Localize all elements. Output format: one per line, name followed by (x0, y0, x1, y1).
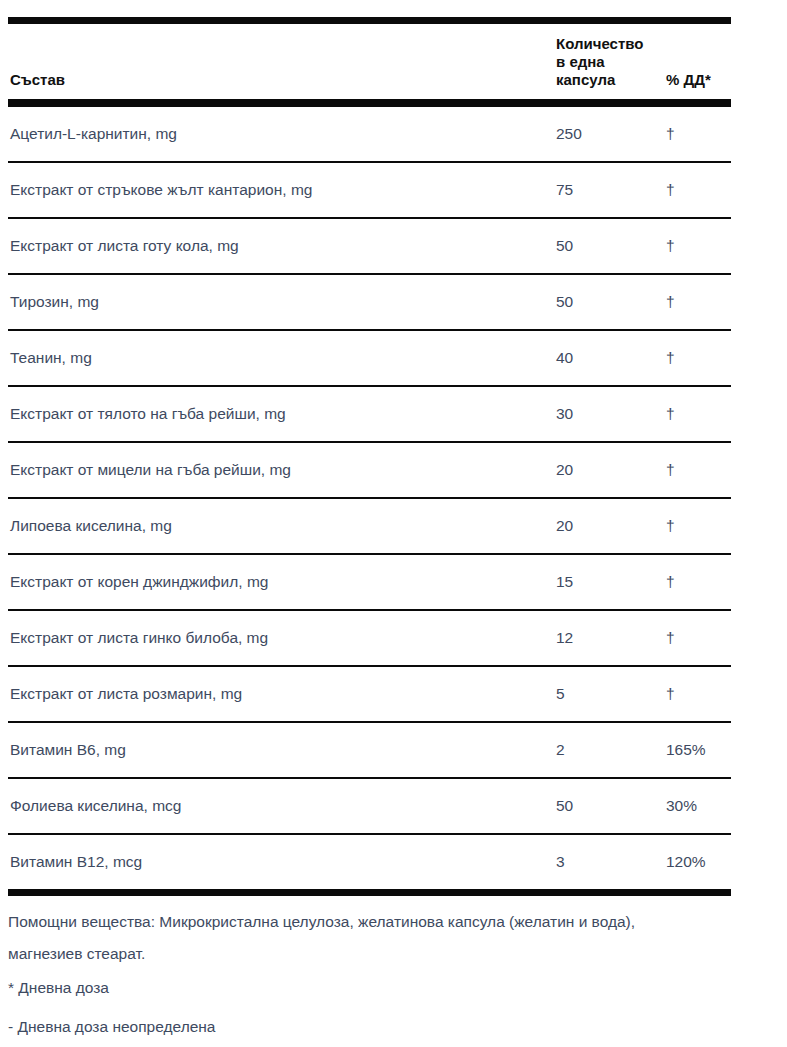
table-row: Екстракт от тялото на гъба рейши, mg 30 … (8, 386, 731, 442)
ingredient-dd: † (666, 386, 731, 442)
ingredient-amount: 40 (556, 330, 666, 386)
ingredient-dd: 165% (666, 722, 731, 778)
ingredient-amount: 2 (556, 722, 666, 778)
ingredient-name: Фолиева киселина, mcg (8, 778, 556, 834)
ingredient-amount: 20 (556, 498, 666, 554)
undefined-dose-note: - Дневна доза неопределена (8, 1017, 731, 1037)
ingredient-amount: 50 (556, 274, 666, 330)
ingredient-name: Липоева киселина, mg (8, 498, 556, 554)
ingredient-name: Витамин B12, mcg (8, 834, 556, 893)
table-row: Фолиева киселина, mcg 50 30% (8, 778, 731, 834)
ingredient-dd: † (666, 498, 731, 554)
ingredient-amount: 30 (556, 386, 666, 442)
table-row: Екстракт от листа готу кола, mg 50 † (8, 218, 731, 274)
column-header-ingredient: Състав (8, 21, 556, 104)
ingredient-amount: 75 (556, 162, 666, 218)
table-row: Липоева киселина, mg 20 † (8, 498, 731, 554)
ingredient-dd: † (666, 554, 731, 610)
footnotes: Помощни вещества: Микрокристална целулоз… (8, 906, 731, 1037)
ingredient-dd: † (666, 442, 731, 498)
ingredients-table-body: Ацетил-L-карнитин, mg 250 † Екстракт от … (8, 103, 731, 893)
ingredient-name: Тирозин, mg (8, 274, 556, 330)
column-header-dd: % ДД* (666, 21, 731, 104)
ingredient-name: Екстракт от тялото на гъба рейши, mg (8, 386, 556, 442)
ingredient-name: Екстракт от мицели на гъба рейши, mg (8, 442, 556, 498)
ingredient-amount: 20 (556, 442, 666, 498)
table-row: Екстракт от мицели на гъба рейши, mg 20 … (8, 442, 731, 498)
ingredient-dd: 30% (666, 778, 731, 834)
ingredient-amount: 50 (556, 218, 666, 274)
excipients-note: Помощни вещества: Микрокристална целулоз… (8, 906, 713, 970)
ingredient-name: Теанин, mg (8, 330, 556, 386)
ingredient-dd: † (666, 103, 731, 162)
ingredient-amount: 5 (556, 666, 666, 722)
ingredient-name: Екстракт от листа готу кола, mg (8, 218, 556, 274)
ingredient-amount: 250 (556, 103, 666, 162)
ingredient-amount: 12 (556, 610, 666, 666)
ingredient-name: Екстракт от листа розмарин, mg (8, 666, 556, 722)
table-row: Екстракт от листа розмарин, mg 5 † (8, 666, 731, 722)
ingredient-amount: 15 (556, 554, 666, 610)
ingredient-amount: 3 (556, 834, 666, 893)
column-header-amount: Количество в една капсула (556, 21, 666, 104)
supplement-facts-panel: Състав Количество в една капсула % ДД* А… (8, 17, 731, 1037)
ingredient-name: Екстракт от листа гинко билоба, mg (8, 610, 556, 666)
ingredient-dd: † (666, 610, 731, 666)
table-row: Екстракт от стръкове жълт кантарион, mg … (8, 162, 731, 218)
ingredient-name: Екстракт от корен джинджифил, mg (8, 554, 556, 610)
ingredient-dd: † (666, 330, 731, 386)
table-row: Витамин B6, mg 2 165% (8, 722, 731, 778)
ingredient-dd: † (666, 274, 731, 330)
table-row: Екстракт от корен джинджифил, mg 15 † (8, 554, 731, 610)
ingredient-name: Ацетил-L-карнитин, mg (8, 103, 556, 162)
ingredient-name: Витамин B6, mg (8, 722, 556, 778)
column-header-amount-label: Количество в една капсула (556, 35, 651, 89)
table-row: Витамин B12, mcg 3 120% (8, 834, 731, 893)
ingredient-dd: † (666, 218, 731, 274)
daily-dose-note: * Дневна доза (8, 978, 731, 998)
ingredient-amount: 50 (556, 778, 666, 834)
ingredient-dd: 120% (666, 834, 731, 893)
ingredients-table: Състав Количество в една капсула % ДД* А… (8, 17, 731, 896)
ingredient-name: Екстракт от стръкове жълт кантарион, mg (8, 162, 556, 218)
table-row: Ацетил-L-карнитин, mg 250 † (8, 103, 731, 162)
ingredient-dd: † (666, 666, 731, 722)
ingredient-dd: † (666, 162, 731, 218)
table-row: Екстракт от листа гинко билоба, mg 12 † (8, 610, 731, 666)
ingredients-table-header: Състав Количество в една капсула % ДД* (8, 21, 731, 104)
table-row: Теанин, mg 40 † (8, 330, 731, 386)
table-row: Тирозин, mg 50 † (8, 274, 731, 330)
